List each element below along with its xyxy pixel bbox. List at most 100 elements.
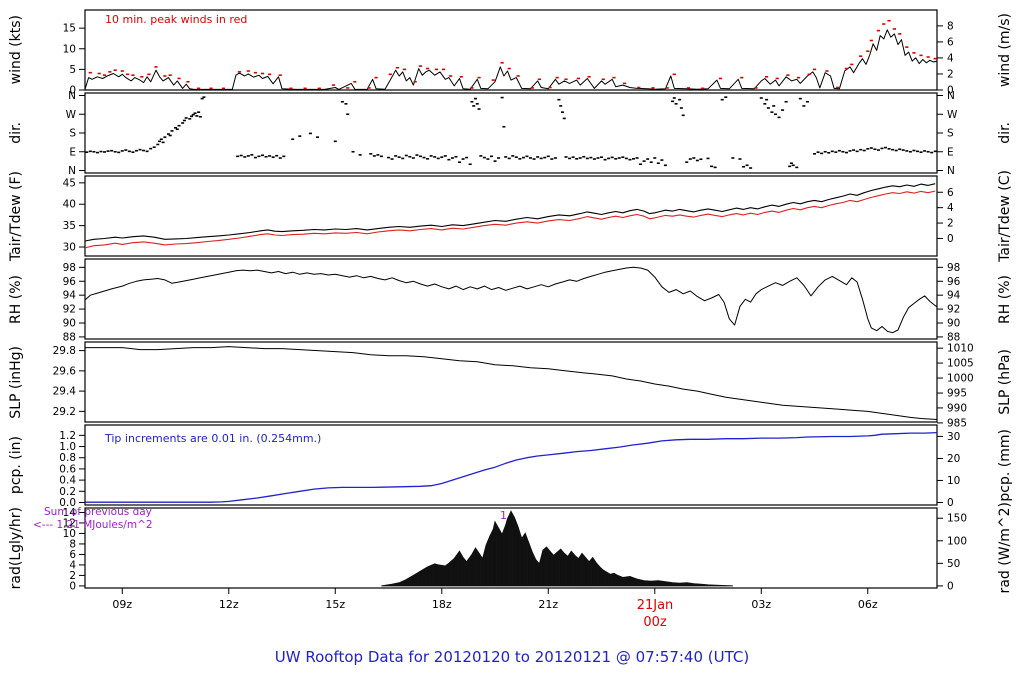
svg-text:W: W [66,109,77,121]
svg-text:8: 8 [947,20,954,32]
pcp-tip-note: Tip increments are 0.01 in. (0.254mm.) [105,432,322,445]
svg-text:90: 90 [947,318,960,330]
svg-text:100: 100 [947,535,967,547]
axis-title-slp-inhg: SLP (inHg) [8,345,24,419]
svg-text:94: 94 [63,290,77,302]
svg-text:4: 4 [69,559,76,571]
svg-text:14: 14 [63,507,77,519]
svg-text:29.8: 29.8 [53,345,76,357]
svg-text:03z: 03z [751,598,771,611]
svg-text:29.2: 29.2 [53,406,76,418]
svg-text:96: 96 [63,276,77,288]
svg-text:995: 995 [947,388,967,400]
axis-title-slp-hpa: SLP (hPa) [997,349,1013,415]
svg-text:45: 45 [63,177,76,189]
svg-text:1005: 1005 [947,358,974,370]
svg-text:W: W [947,109,958,121]
svg-text:29.4: 29.4 [53,386,77,398]
rad-noon-marker: 1 [500,509,507,522]
svg-text:94: 94 [947,290,961,302]
svg-text:4: 4 [947,202,954,214]
svg-text:E: E [69,146,76,158]
svg-text:98: 98 [63,262,76,274]
svg-text:88: 88 [63,331,76,343]
rad-mjoules-note: <--- 1.21 MJoules/m^2 [33,519,153,531]
svg-text:0.4: 0.4 [59,475,76,487]
svg-text:10: 10 [63,43,76,55]
svg-text:985: 985 [947,417,967,429]
svg-text:8: 8 [69,538,76,550]
x-date-label-day: 21Jan [636,598,674,613]
svg-text:0.2: 0.2 [59,486,76,498]
svg-text:150: 150 [947,513,967,525]
svg-text:N: N [947,165,955,177]
svg-text:6: 6 [69,549,76,561]
axis-title-rh-left: RH (%) [8,274,24,324]
axis-title-temp-f: Tair/Tdew (F) [8,170,24,262]
axis-title-dir-right: dir. [997,122,1013,144]
x-date-label-00z: 00z [643,615,667,630]
svg-text:30: 30 [63,242,76,254]
svg-text:30: 30 [947,431,960,443]
svg-text:0.8: 0.8 [59,452,76,464]
axis-title-temp-c: Tair/Tdew (C) [997,170,1013,262]
svg-text:92: 92 [947,304,960,316]
svg-text:06z: 06z [858,598,878,611]
svg-text:0: 0 [69,85,76,97]
axis-title-pcp-in: pcp. (in) [8,435,24,495]
svg-text:6: 6 [947,187,954,199]
svg-text:88: 88 [947,331,960,343]
svg-text:N: N [947,90,955,102]
svg-text:10: 10 [947,475,960,487]
svg-text:2: 2 [69,570,76,582]
svg-text:1.0: 1.0 [59,441,76,453]
axis-title-rad-lgly: rad(Lgly/hr) [8,506,24,590]
svg-text:10: 10 [63,528,76,540]
svg-text:09z: 09z [112,598,132,611]
axis-title-rh-right: RH (%) [997,274,1013,324]
svg-text:90: 90 [63,318,76,330]
axis-title-wind-kts: wind (kts) [8,15,24,85]
svg-text:N: N [68,90,76,102]
svg-text:6: 6 [947,36,954,48]
svg-text:1000: 1000 [947,373,974,385]
svg-text:S: S [947,128,954,140]
svg-text:15: 15 [63,23,76,35]
svg-text:20: 20 [947,453,960,465]
svg-text:1.2: 1.2 [59,430,76,442]
svg-text:0.0: 0.0 [59,497,76,509]
svg-text:2: 2 [947,68,954,80]
axis-title-rad-wm2: rad (W/m^2) [997,502,1013,594]
svg-text:N: N [68,165,76,177]
chart-title: UW Rooftop Data for 20120120 to 20120121… [274,648,750,666]
svg-text:5: 5 [69,64,76,76]
svg-text:50: 50 [947,558,960,570]
svg-text:21z: 21z [538,598,558,611]
svg-text:12z: 12z [219,598,239,611]
svg-text:40: 40 [63,199,76,211]
axis-title-pcp-mm: pcp. (mm) [997,428,1013,502]
svg-text:990: 990 [947,402,967,414]
svg-text:2: 2 [947,218,954,230]
svg-text:0: 0 [947,580,954,592]
svg-text:0.6: 0.6 [59,463,76,475]
svg-text:0: 0 [947,233,954,245]
svg-text:S: S [69,128,76,140]
svg-text:0: 0 [947,497,954,509]
svg-text:29.6: 29.6 [53,365,77,377]
svg-text:0: 0 [69,580,76,592]
svg-text:0: 0 [947,85,954,97]
rad-sum-note: Sum of previous day [44,506,152,518]
svg-text:35: 35 [63,220,76,232]
svg-text:4: 4 [947,52,954,64]
svg-text:96: 96 [947,276,961,288]
svg-text:92: 92 [63,304,76,316]
axis-title-wind-ms: wind (m/s) [997,12,1013,88]
svg-text:98: 98 [947,262,960,274]
wind-peak-note: 10 min. peak winds in red [105,13,248,26]
axis-title-dir-left: dir. [8,122,24,144]
svg-text:18z: 18z [432,598,452,611]
svg-text:1010: 1010 [947,343,974,355]
